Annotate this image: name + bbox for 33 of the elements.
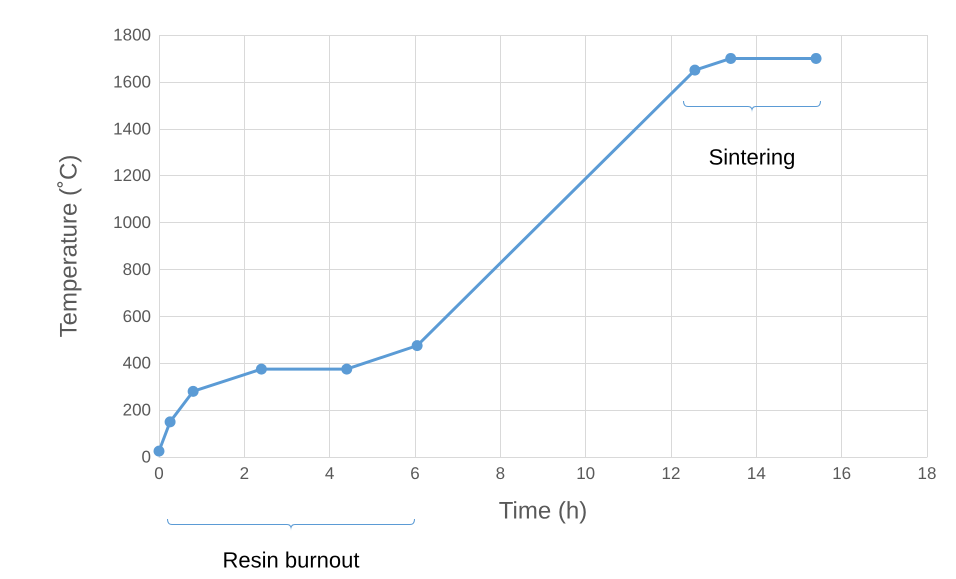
x-tick-label: 0 — [154, 464, 164, 483]
x-tick-label: 16 — [832, 464, 852, 483]
point — [810, 52, 822, 64]
point — [256, 364, 267, 375]
point — [725, 52, 736, 64]
y-tick-label: 1800 — [113, 26, 151, 44]
point — [164, 416, 176, 428]
point — [188, 386, 199, 397]
x-tick-label: 4 — [324, 464, 334, 483]
point — [689, 64, 700, 76]
x-tick-label: 18 — [918, 464, 936, 483]
y-tick-label: 800 — [122, 260, 151, 279]
y-tick-label: 400 — [122, 354, 151, 373]
x-axis-title: Time (h) — [498, 498, 588, 524]
x-tick-label: 12 — [662, 464, 680, 483]
y-axis-title: Temperature (˚C) — [56, 154, 82, 338]
text: Resin burnout — [222, 548, 360, 572]
x-tick-label: 14 — [746, 464, 766, 483]
point — [341, 364, 352, 375]
x-tick-label: 2 — [240, 464, 250, 483]
y-tick-label: 0 — [142, 448, 151, 466]
point — [154, 446, 164, 457]
y-tick-label: 1400 — [113, 119, 151, 138]
y-tick-label: 600 — [122, 306, 151, 326]
y-tick-label: 1000 — [113, 213, 151, 232]
x-tick-label: 10 — [576, 464, 596, 483]
annotation: Sintering — [708, 144, 796, 170]
y-tick-label: 1600 — [113, 72, 151, 92]
x-tick-label: 6 — [410, 464, 420, 483]
y-tick-label: 200 — [122, 400, 151, 420]
x-tick-label: 8 — [496, 464, 506, 483]
point — [412, 340, 423, 352]
y-tick-label: 1200 — [113, 166, 151, 186]
